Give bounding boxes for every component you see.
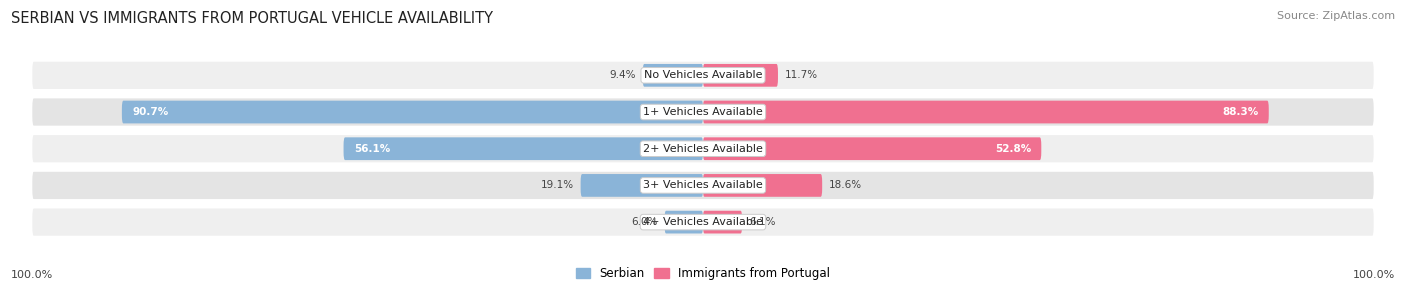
- Text: 56.1%: 56.1%: [354, 144, 389, 154]
- Text: 90.7%: 90.7%: [132, 107, 169, 117]
- Text: 6.0%: 6.0%: [631, 217, 658, 227]
- FancyBboxPatch shape: [31, 171, 1375, 200]
- Text: 4+ Vehicles Available: 4+ Vehicles Available: [643, 217, 763, 227]
- Text: SERBIAN VS IMMIGRANTS FROM PORTUGAL VEHICLE AVAILABILITY: SERBIAN VS IMMIGRANTS FROM PORTUGAL VEHI…: [11, 11, 494, 26]
- Text: 88.3%: 88.3%: [1222, 107, 1258, 117]
- FancyBboxPatch shape: [31, 134, 1375, 163]
- FancyBboxPatch shape: [343, 137, 703, 160]
- Text: 19.1%: 19.1%: [541, 180, 574, 190]
- Text: 11.7%: 11.7%: [785, 70, 818, 80]
- Text: Source: ZipAtlas.com: Source: ZipAtlas.com: [1277, 11, 1395, 21]
- Text: 18.6%: 18.6%: [830, 180, 862, 190]
- FancyBboxPatch shape: [31, 207, 1375, 237]
- Text: 2+ Vehicles Available: 2+ Vehicles Available: [643, 144, 763, 154]
- FancyBboxPatch shape: [31, 97, 1375, 127]
- Text: 3+ Vehicles Available: 3+ Vehicles Available: [643, 180, 763, 190]
- Text: 9.4%: 9.4%: [609, 70, 636, 80]
- FancyBboxPatch shape: [703, 174, 823, 197]
- Text: 1+ Vehicles Available: 1+ Vehicles Available: [643, 107, 763, 117]
- Text: 100.0%: 100.0%: [1353, 270, 1395, 280]
- FancyBboxPatch shape: [122, 101, 703, 123]
- FancyBboxPatch shape: [703, 211, 742, 233]
- Text: 52.8%: 52.8%: [994, 144, 1031, 154]
- FancyBboxPatch shape: [703, 101, 1268, 123]
- Text: 6.1%: 6.1%: [749, 217, 776, 227]
- FancyBboxPatch shape: [703, 137, 1042, 160]
- FancyBboxPatch shape: [643, 64, 703, 87]
- Text: No Vehicles Available: No Vehicles Available: [644, 70, 762, 80]
- Text: 100.0%: 100.0%: [11, 270, 53, 280]
- FancyBboxPatch shape: [665, 211, 703, 233]
- FancyBboxPatch shape: [581, 174, 703, 197]
- FancyBboxPatch shape: [703, 64, 778, 87]
- FancyBboxPatch shape: [31, 61, 1375, 90]
- Legend: Serbian, Immigrants from Portugal: Serbian, Immigrants from Portugal: [576, 267, 830, 280]
